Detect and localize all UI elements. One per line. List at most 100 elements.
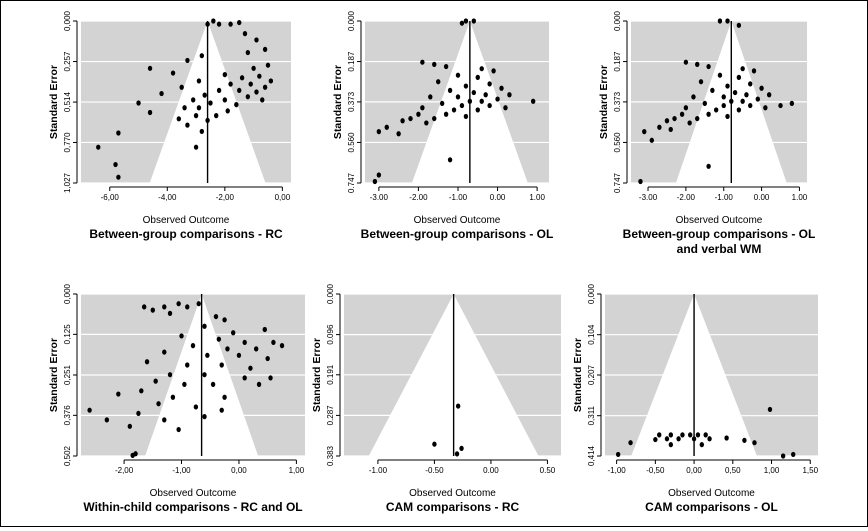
data-point — [695, 61, 700, 67]
data-point — [104, 417, 110, 423]
data-point — [202, 414, 207, 420]
data-point — [507, 92, 512, 98]
data-point — [185, 362, 190, 368]
data-point — [668, 432, 674, 438]
y-tick-label: 0.747 — [347, 172, 356, 193]
y-tick-label: 0,514 — [63, 92, 72, 113]
x-tick-label: -3.00 — [370, 193, 389, 202]
data-point — [265, 355, 270, 362]
data-point — [780, 453, 786, 459]
data-point — [683, 59, 689, 65]
y-axis-title: Standard Error — [311, 338, 323, 412]
y-tick-label: 0.747 — [613, 172, 622, 193]
data-point — [279, 343, 285, 349]
data-point — [725, 83, 730, 89]
data-point — [443, 111, 449, 117]
data-point — [642, 129, 647, 135]
panel-title: Within-child comparisons - RC and OL — [83, 500, 302, 514]
data-point — [443, 63, 449, 70]
data-point — [185, 57, 190, 64]
data-point — [214, 113, 219, 119]
x-tick-label: 0.00 — [754, 193, 770, 202]
data-point — [87, 407, 92, 413]
data-point — [713, 107, 719, 113]
y-tick-label: 0,376 — [63, 405, 72, 426]
data-point — [707, 436, 712, 442]
data-point — [736, 74, 742, 80]
y-tick-label: 0.187 — [347, 51, 356, 72]
data-point — [222, 72, 228, 78]
data-point — [251, 65, 256, 71]
data-point — [193, 113, 199, 119]
x-tick-label: -0,50 — [646, 466, 665, 475]
data-point — [256, 381, 262, 387]
y-axis-title: Standard Error — [48, 65, 60, 139]
data-point — [471, 18, 477, 24]
data-point — [724, 435, 729, 441]
data-point — [691, 436, 697, 442]
data-point — [791, 451, 796, 458]
funnel-panel-3: 0.000 0.187 0.373 0.560 0.747 -3.00 -2.00 -1.00… — [598, 10, 815, 256]
data-point — [254, 89, 259, 95]
x-axis-title: Observed Outcome — [668, 488, 755, 499]
data-point — [748, 102, 753, 109]
data-point — [428, 94, 433, 100]
data-point — [185, 304, 190, 310]
data-point — [702, 100, 708, 107]
data-point — [649, 137, 655, 143]
x-tick-label: -2,00 — [115, 466, 134, 475]
data-point — [495, 96, 500, 102]
data-point — [657, 432, 662, 438]
data-point — [116, 130, 121, 136]
y-tick-label: 0.560 — [613, 132, 622, 153]
data-point — [376, 172, 382, 178]
data-point — [424, 120, 429, 126]
y-tick-label: 0,207 — [587, 364, 596, 385]
data-point — [455, 72, 461, 78]
data-point — [193, 144, 199, 150]
y-tick-label: 0.287 — [326, 405, 335, 426]
data-point — [420, 105, 425, 111]
x-tick-label: -1,00 — [608, 466, 627, 475]
data-point — [196, 105, 202, 111]
data-point — [400, 118, 405, 124]
y-tick-label: 0,251 — [63, 364, 72, 385]
data-point — [225, 346, 230, 352]
data-point — [752, 440, 757, 446]
data-point — [653, 436, 658, 443]
y-tick-label: 0.000 — [347, 10, 356, 31]
x-tick-label: 1.00 — [529, 193, 545, 202]
data-point — [228, 21, 233, 27]
data-point — [268, 375, 273, 381]
data-point — [271, 339, 276, 346]
data-point — [147, 109, 153, 116]
data-point — [638, 178, 643, 185]
panel-title: CAM comparisons - OL — [645, 500, 778, 514]
y-tick-label: 0,000 — [63, 10, 72, 31]
panel-title: Between-group comparisons - RC — [89, 227, 283, 241]
x-tick-label: 0.00 — [483, 466, 499, 475]
data-point — [376, 129, 382, 135]
data-point — [210, 381, 216, 387]
x-tick-label: 1,50 — [802, 466, 818, 475]
x-axis-title: Observed Outcome — [409, 488, 496, 499]
data-point — [182, 381, 187, 387]
data-point — [179, 84, 184, 90]
data-point — [759, 85, 764, 91]
data-point — [679, 111, 685, 117]
data-point — [725, 18, 730, 24]
x-axis-title: Observed Outcome — [150, 488, 237, 499]
data-point — [127, 423, 133, 429]
funnel-panel-5: 0.000 0.096 0.191 0.287 0.383 -1.00 -0.50 0.00 0… — [311, 283, 561, 514]
data-point — [176, 426, 181, 433]
data-point — [420, 59, 425, 65]
y-axis-title: Standard Error — [598, 65, 610, 139]
data-point — [751, 68, 757, 74]
data-point — [205, 21, 210, 27]
data-point — [487, 81, 492, 87]
panel-title: Between-group comparisons - OL — [361, 227, 554, 241]
data-point — [205, 117, 210, 123]
data-point — [144, 359, 150, 365]
